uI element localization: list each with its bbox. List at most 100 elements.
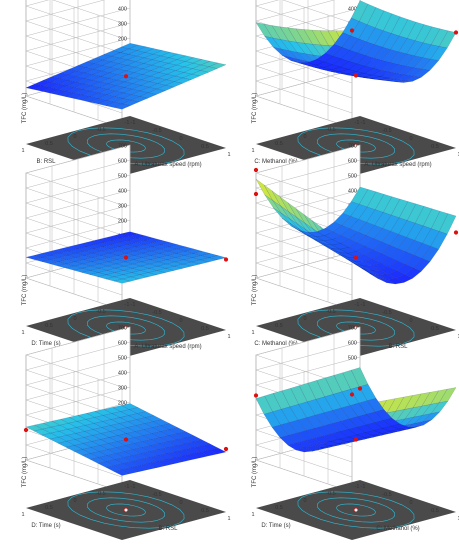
design-point bbox=[453, 230, 459, 235]
z-axis-label: TFC (mg/L) bbox=[22, 93, 28, 124]
z-tick-label: 700 bbox=[348, 144, 357, 150]
surface-cell bbox=[387, 396, 405, 413]
surface-cell bbox=[404, 393, 422, 410]
y-tick-labels: -1 -0.5 0 0.5 1 bbox=[251, 302, 359, 336]
axis-walls bbox=[25, 144, 131, 311]
surface-cell bbox=[182, 453, 201, 460]
y-tick-label: 1 bbox=[251, 330, 254, 336]
x-axis-label: B: RSL bbox=[158, 526, 178, 532]
z-tick-label: 500 bbox=[348, 174, 357, 180]
z-tick-label: 700 bbox=[348, 326, 357, 332]
z-tick-label: 400 bbox=[348, 7, 357, 13]
contour-line bbox=[67, 491, 185, 529]
x-tick-label: 1 bbox=[227, 516, 230, 522]
x-tick-label: -0.5 bbox=[152, 492, 161, 498]
z-tick-label: 700 bbox=[118, 144, 127, 150]
design-point bbox=[349, 28, 355, 33]
y-tick-label: -1 bbox=[355, 484, 360, 490]
design-point bbox=[123, 437, 129, 442]
y-tick-label: 1 bbox=[21, 148, 24, 154]
surface-cell bbox=[183, 261, 201, 267]
surface-cell bbox=[139, 463, 158, 470]
design-point bbox=[353, 73, 359, 78]
y-tick-label: 0.5 bbox=[275, 505, 283, 511]
z-tick-label: 400 bbox=[118, 7, 127, 13]
y-tick-label: 1 bbox=[251, 512, 254, 518]
surface-cell bbox=[139, 92, 158, 99]
surface-cell bbox=[386, 278, 405, 285]
x-tick-label: 0 bbox=[409, 500, 412, 506]
x-tick-label: -0.5 bbox=[152, 310, 161, 316]
y-tick-label: 0.5 bbox=[45, 141, 53, 147]
surface-cell bbox=[378, 277, 396, 285]
contour-line bbox=[106, 503, 146, 517]
x-tick-label: 0 bbox=[409, 136, 412, 142]
x-axis-label: A: Ultraturax speed (rpm) bbox=[134, 344, 201, 350]
contour-line bbox=[86, 497, 166, 523]
surface-cell bbox=[165, 81, 184, 88]
design-point bbox=[223, 257, 229, 262]
y-tick-label: -0.5 bbox=[326, 309, 335, 315]
z-tick-label: 500 bbox=[118, 356, 127, 362]
design-points bbox=[253, 386, 363, 513]
response-surface bbox=[25, 231, 227, 284]
x-axis-label: A: Ultraturax speed (rpm) bbox=[134, 162, 201, 168]
x-tick-labels: -1 -0.5 0 0.5 1 bbox=[361, 484, 459, 522]
surface-cell bbox=[200, 449, 218, 457]
surface-cell bbox=[200, 66, 218, 73]
z-axis-label: TFC (mg/L) bbox=[22, 275, 28, 306]
surface-cell bbox=[182, 73, 201, 80]
z-tick-label: 400 bbox=[118, 371, 127, 377]
surface-cell bbox=[191, 259, 209, 265]
y-axis-label: C: Methanol (%) bbox=[254, 341, 297, 347]
x-tick-labels: -1 -0.5 0 0.5 1 bbox=[361, 302, 459, 340]
surface-cell bbox=[413, 392, 431, 408]
surface-cell bbox=[122, 99, 140, 106]
y-tick-label: 1 bbox=[21, 330, 24, 336]
design-point bbox=[123, 507, 129, 513]
x-tick-label: -1 bbox=[361, 120, 366, 126]
x-tick-label: -1 bbox=[361, 302, 366, 308]
y-tick-label: -1 bbox=[125, 302, 130, 308]
x-tick-label: 0 bbox=[179, 500, 182, 506]
x-axis-label: C: Methanol (%) bbox=[376, 526, 419, 532]
z-tick-label: 600 bbox=[118, 159, 127, 165]
z-gridline bbox=[52, 0, 123, 24]
surface-cell bbox=[439, 30, 457, 49]
x-tick-labels: -1 -0.5 0 0.5 1 bbox=[131, 484, 231, 522]
surface-cell bbox=[430, 388, 448, 405]
surface-cell bbox=[439, 387, 457, 403]
y-axis-label: D: Time (s) bbox=[261, 523, 290, 529]
y-tick-label: -0.5 bbox=[96, 127, 105, 133]
x-tick-label: -1 bbox=[131, 120, 136, 126]
surface-cell bbox=[430, 46, 448, 61]
z-tick-label: 300 bbox=[118, 22, 127, 28]
design-point bbox=[123, 255, 129, 260]
x-tick-label: 1 bbox=[457, 516, 459, 522]
x-tick-label: 0 bbox=[179, 318, 182, 324]
design-point bbox=[453, 30, 459, 35]
x-axis-label: A: Ultraturax speed (rpm) bbox=[364, 162, 431, 168]
surface-cell bbox=[421, 390, 439, 407]
design-point bbox=[353, 437, 359, 442]
y-tick-label: -0.5 bbox=[96, 491, 105, 497]
y-tick-label: 0 bbox=[73, 498, 76, 504]
z-gridline bbox=[282, 0, 353, 24]
x-tick-label: 0.5 bbox=[201, 144, 209, 150]
surface-cell bbox=[191, 70, 210, 77]
z-axis-label: TFC (mg/L) bbox=[252, 93, 258, 124]
x-tick-label: 0 bbox=[409, 318, 412, 324]
y-tick-label: 1 bbox=[251, 148, 254, 154]
design-point bbox=[349, 392, 355, 397]
z-tick-label: 600 bbox=[348, 159, 357, 165]
x-tick-label: -0.5 bbox=[382, 128, 391, 134]
x-tick-label: -0.5 bbox=[382, 310, 391, 316]
design-point bbox=[223, 446, 229, 452]
x-tick-label: 1 bbox=[227, 152, 230, 158]
z-tick-label: 200 bbox=[118, 401, 127, 407]
y-tick-label: 0 bbox=[303, 498, 306, 504]
contour-line bbox=[316, 497, 396, 523]
y-tick-labels: -1 -0.5 0 0.5 1 bbox=[21, 484, 129, 518]
y-axis-label: D: Time (s) bbox=[31, 523, 60, 529]
